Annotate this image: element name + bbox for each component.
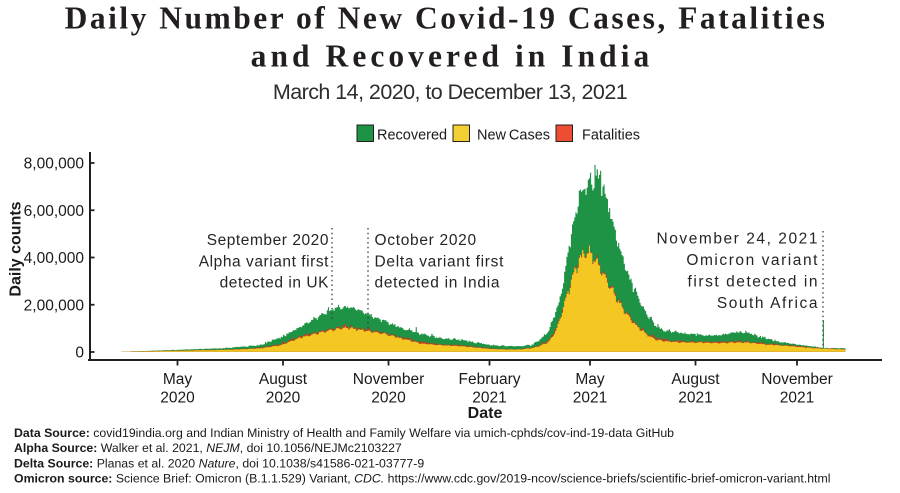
svg-text:February: February bbox=[458, 371, 520, 388]
svg-text:Omicron source: Science Brief:: Omicron source: Science Brief: Omicron (… bbox=[14, 472, 830, 486]
svg-text:0: 0 bbox=[75, 345, 84, 362]
svg-text:August: August bbox=[259, 371, 308, 388]
svg-text:first detected in: first detected in bbox=[688, 274, 819, 291]
svg-text:Delta variant first: Delta variant first bbox=[375, 253, 505, 270]
svg-text:November: November bbox=[761, 371, 833, 388]
svg-text:Recovered: Recovered bbox=[377, 128, 447, 144]
svg-text:6,00,000: 6,00,000 bbox=[24, 203, 85, 220]
svg-text:2020: 2020 bbox=[371, 390, 406, 407]
svg-text:8,00,000: 8,00,000 bbox=[24, 156, 85, 173]
svg-text:2021: 2021 bbox=[573, 390, 607, 407]
svg-text:2021: 2021 bbox=[472, 390, 506, 407]
svg-text:detected in India: detected in India bbox=[375, 275, 501, 292]
svg-text:Delta Source: Planas et al. 20: Delta Source: Planas et al. 2020 Nature,… bbox=[14, 456, 424, 470]
svg-text:Date: Date bbox=[468, 405, 503, 422]
svg-text:and Recovered in India: and Recovered in India bbox=[251, 39, 654, 74]
svg-text:September 2020: September 2020 bbox=[207, 232, 329, 249]
svg-text:May: May bbox=[163, 371, 193, 388]
svg-text:South Africa: South Africa bbox=[717, 295, 819, 312]
svg-text:Omicron variant: Omicron variant bbox=[686, 252, 819, 269]
svg-text:2020: 2020 bbox=[160, 390, 195, 407]
svg-text:Daily Number of New Covid-19 C: Daily Number of New Covid-19 Cases, Fata… bbox=[65, 1, 828, 36]
svg-text:Alpha variant first: Alpha variant first bbox=[199, 253, 329, 270]
svg-text:detected in UK: detected in UK bbox=[220, 275, 329, 292]
svg-text:Daily counts: Daily counts bbox=[8, 201, 25, 296]
svg-text:2021: 2021 bbox=[678, 390, 712, 407]
svg-text:New Cases: New Cases bbox=[477, 128, 550, 144]
svg-text:August: August bbox=[671, 371, 720, 388]
svg-text:Alpha Source: Walker et al. 20: Alpha Source: Walker et al. 2021, NEJM, … bbox=[14, 441, 402, 455]
svg-text:Data Source: covid19india.org: Data Source: covid19india.org and Indian… bbox=[14, 426, 674, 440]
svg-text:November: November bbox=[353, 371, 425, 388]
svg-text:2020: 2020 bbox=[266, 390, 301, 407]
svg-text:Fatalities: Fatalities bbox=[582, 128, 640, 144]
svg-text:March 14, 2020, to December 13: March 14, 2020, to December 13, 2021 bbox=[273, 80, 627, 104]
svg-text:May: May bbox=[575, 371, 605, 388]
svg-text:2021: 2021 bbox=[780, 390, 814, 407]
svg-text:October 2020: October 2020 bbox=[375, 232, 477, 249]
svg-text:November 24, 2021: November 24, 2021 bbox=[657, 231, 820, 248]
svg-text:2,00,000: 2,00,000 bbox=[24, 297, 85, 314]
svg-text:4,00,000: 4,00,000 bbox=[24, 250, 85, 267]
